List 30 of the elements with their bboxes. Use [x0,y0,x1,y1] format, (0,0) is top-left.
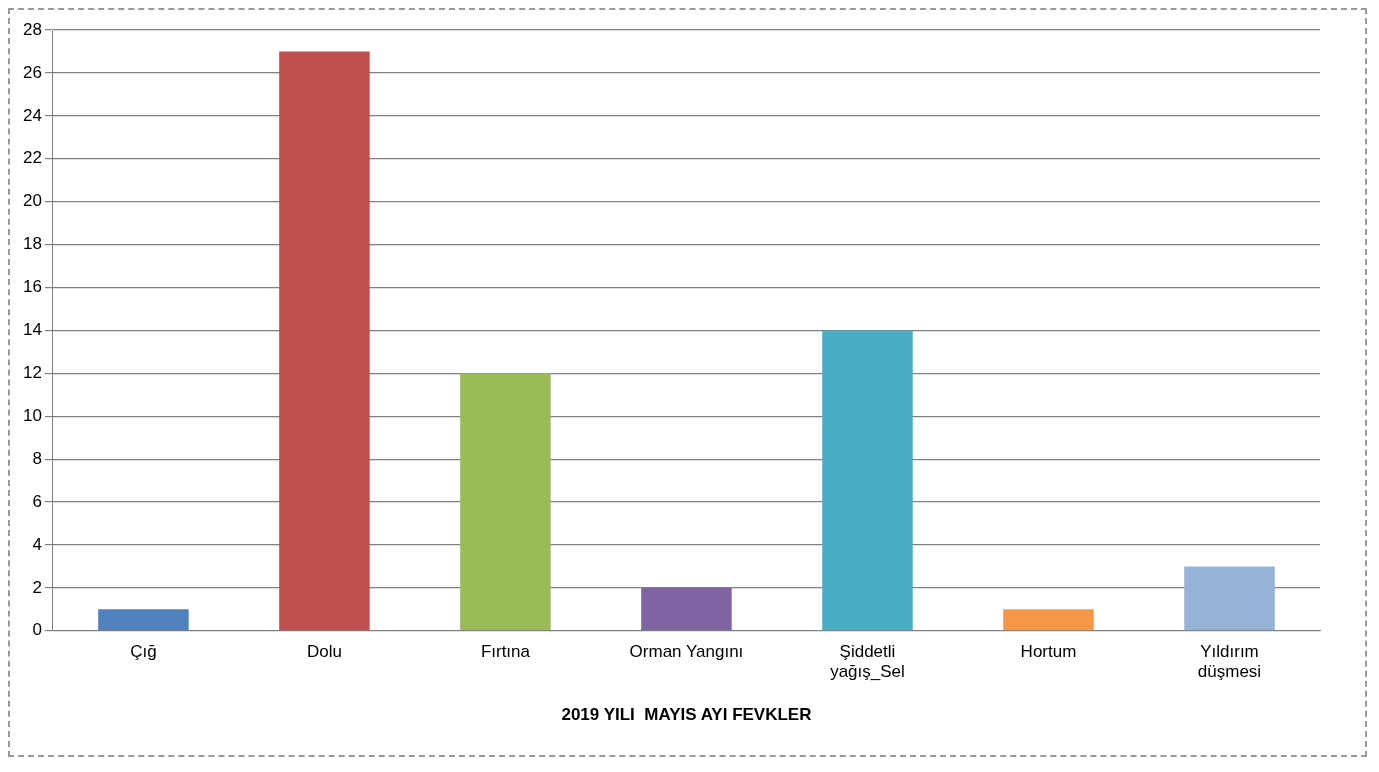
bar [98,609,189,631]
y-tick-label: 8 [32,448,42,468]
y-tick-label: 18 [22,234,42,254]
y-tick-label: 26 [22,62,42,82]
y-tick-label: 24 [22,105,42,125]
x-tick-label: Şiddetli yağış_Sel [830,641,905,682]
y-tick-label: 6 [32,491,42,511]
y-tick-label: 2 [32,577,42,597]
x-tick-label: Orman Yangını [629,641,744,661]
x-axis-title: 2019 YILI MAYIS AYI FEVKLER [561,705,812,725]
y-tick-label: 14 [22,320,42,340]
y-tick-label: 10 [22,405,42,425]
bar [460,373,551,631]
y-tick-label: 0 [32,620,42,640]
bar [641,587,732,631]
bar [279,51,370,631]
y-tick-label: 28 [22,19,42,39]
bar [1184,566,1275,631]
y-tick-label: 12 [22,363,42,382]
x-tick-label: Fırtına [480,641,531,661]
bar [822,330,913,631]
y-tick-label: 16 [22,277,42,297]
x-tick-label: Dolu [306,641,342,661]
x-tick-label: Yıldırım düşmesi [1197,641,1262,682]
y-tick-label: 20 [22,191,42,211]
bar [1003,609,1094,631]
y-tick-label: 22 [22,148,42,168]
y-tick-label: 4 [32,534,42,554]
x-tick-label: Çığ [130,641,157,661]
x-tick-label: Hortum [1020,641,1077,661]
